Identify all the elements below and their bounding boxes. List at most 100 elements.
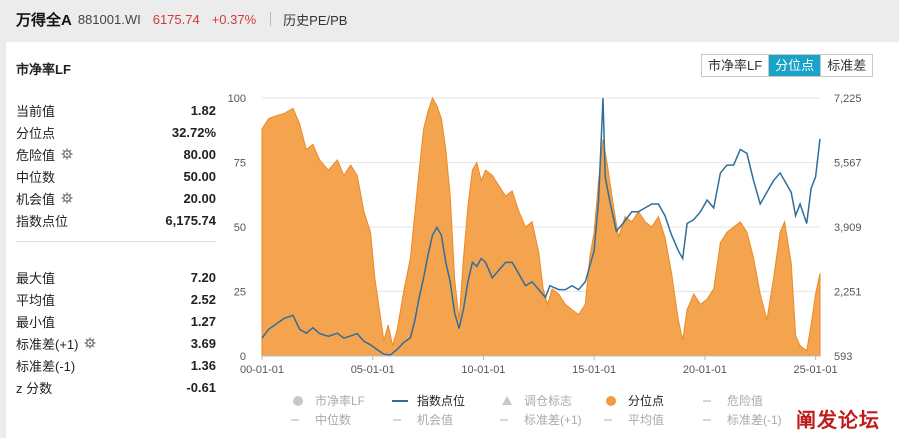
stat-value: 20.00: [183, 190, 216, 206]
legend-item[interactable]: 分位点: [606, 393, 664, 408]
stat-row: 当前值 1.82: [16, 99, 216, 121]
legend-item[interactable]: 市净率LF: [293, 393, 365, 408]
y-right-tick-label: 7,225: [834, 93, 862, 105]
legend-item[interactable]: 平均值: [604, 412, 664, 427]
tab-pb-lf[interactable]: 市净率LF: [702, 55, 770, 76]
stat-value: 32.72%: [171, 124, 216, 140]
legend-label: 机会值: [417, 412, 453, 427]
legend-item[interactable]: 中位数: [291, 412, 351, 427]
legend-label: 分位点: [628, 393, 664, 408]
panel-title: 市净率LF: [16, 62, 71, 77]
stat-value: 3.69: [190, 335, 216, 351]
stat-label: 最小值: [16, 314, 56, 330]
x-tick-label: 05-01-01: [351, 364, 395, 376]
y-left-tick-label: 50: [234, 222, 246, 234]
stat-value: 6,175.74: [165, 212, 216, 228]
stat-row: 机会值 20.00: [16, 187, 216, 209]
stat-row: 中位数 50.00: [16, 165, 216, 187]
legend-item[interactable]: 危险值: [703, 393, 763, 408]
header-divider: [270, 12, 272, 26]
stat-label: 机会值: [16, 189, 73, 208]
stat-row: 标准差(-1) 1.36: [16, 354, 216, 376]
stat-value: 80.00: [183, 146, 216, 162]
legend-item[interactable]: 指数点位: [392, 393, 465, 408]
x-tick-label: 15-01-01: [572, 364, 616, 376]
index-change: +0.37%: [211, 11, 257, 27]
y-left-tick-label: 25: [234, 287, 246, 299]
stat-label: 最大值: [16, 270, 56, 286]
stat-label: 危险值: [16, 145, 73, 164]
legend-item[interactable]: 标准差(+1): [500, 413, 582, 427]
x-tick-label: 20-01-01: [683, 364, 727, 376]
history-pe-pb-link[interactable]: 历史PE/PB: [283, 12, 348, 28]
tab-percentile[interactable]: 分位点: [769, 55, 822, 76]
legend-label: 调仓标志: [524, 394, 572, 408]
stat-row: 指数点位 6,175.74: [16, 209, 216, 231]
stat-label: 当前值: [16, 103, 56, 119]
stat-row: 分位点 32.72%: [16, 121, 216, 143]
index-code: 881001.WI: [77, 11, 141, 27]
legend-dot-icon: [293, 396, 303, 406]
stats-group-current: 当前值 1.82 分位点 32.72% 危险值 80.00 中位数 50.00 机会值 20.00…: [16, 99, 216, 242]
tab-std-dev[interactable]: 标准差: [821, 55, 873, 76]
x-tick-label: 00-01-01: [240, 364, 284, 376]
view-tabs: 市净率LF 分位点 标准差: [701, 54, 874, 77]
stat-label: 标准差(-1): [16, 358, 76, 374]
legend-dot-icon: [606, 396, 616, 406]
y-left-tick-label: 0: [240, 351, 246, 363]
x-tick-label: 10-01-01: [461, 364, 505, 376]
stat-value: 2.52: [190, 291, 216, 307]
stat-value: 1.36: [190, 357, 216, 373]
legend-item[interactable]: 标准差(-1): [703, 413, 782, 427]
legend-label: 平均值: [628, 412, 664, 427]
stat-row: 最大值 7.20: [16, 266, 216, 288]
legend-item[interactable]: 机会值: [393, 412, 453, 427]
percentile-area: [261, 96, 821, 357]
legend-label: 标准差(+1): [524, 413, 582, 427]
y-left-tick-label: 100: [228, 93, 246, 105]
index-line-series: [261, 97, 821, 356]
stat-label: 分位点: [16, 125, 56, 141]
percentile-area-series: [261, 96, 821, 357]
stat-label: z 分数: [16, 380, 53, 396]
chart-axes: 0 25 50 75 100 593 2,251 3,909 5,567 7,225 00-01-0…: [228, 93, 862, 376]
gear-icon[interactable]: [61, 148, 73, 160]
stat-value: 1.82: [190, 102, 216, 118]
stat-row: 危险值 80.00: [16, 143, 216, 165]
y-right-tick-label: 5,567: [834, 158, 862, 170]
y-left-tick-label: 75: [234, 158, 246, 170]
stat-label: 指数点位: [16, 213, 69, 229]
x-tick-label: 25-01-01: [794, 364, 838, 376]
index-price: 6175.74: [152, 11, 200, 27]
stat-label: 平均值: [16, 292, 56, 308]
stat-value: 7.20: [190, 269, 216, 285]
stat-row: 标准差(+1) 3.69: [16, 332, 216, 354]
legend-triangle-icon: [502, 396, 512, 405]
stat-row: 最小值 1.27: [16, 310, 216, 332]
index-header: 万得全A 881001.WI 6175.74 +0.37% 历史PE/PB: [0, 0, 899, 38]
watermark-text: 阐发论坛: [796, 408, 880, 432]
gear-icon[interactable]: [61, 192, 73, 204]
stat-label: 中位数: [16, 169, 56, 185]
y-right-tick-label: 593: [834, 351, 852, 363]
stat-value: 50.00: [183, 168, 216, 184]
stat-row: 平均值 2.52: [16, 288, 216, 310]
stat-row: z 分数 -0.61: [16, 376, 216, 398]
y-right-tick-label: 2,251: [834, 287, 862, 299]
stat-value: 1.27: [190, 313, 216, 329]
gear-icon[interactable]: [84, 337, 96, 349]
legend-label: 市净率LF: [315, 393, 365, 408]
index-name: 万得全A: [16, 11, 72, 29]
legend-label: 危险值: [727, 393, 763, 408]
legend-item[interactable]: 调仓标志: [502, 394, 572, 408]
y-right-tick-label: 3,909: [834, 222, 862, 234]
stat-label: 标准差(+1): [16, 334, 96, 353]
index-line: [261, 97, 821, 356]
stats-group-summary: 最大值 7.20 平均值 2.52 最小值 1.27 标准差(+1) 3.69 标准差(-1) 1…: [16, 266, 216, 398]
legend-label: 中位数: [315, 412, 351, 427]
stat-value: -0.61: [186, 379, 216, 395]
legend-label: 标准差(-1): [727, 413, 782, 427]
legend-label: 指数点位: [417, 393, 465, 408]
